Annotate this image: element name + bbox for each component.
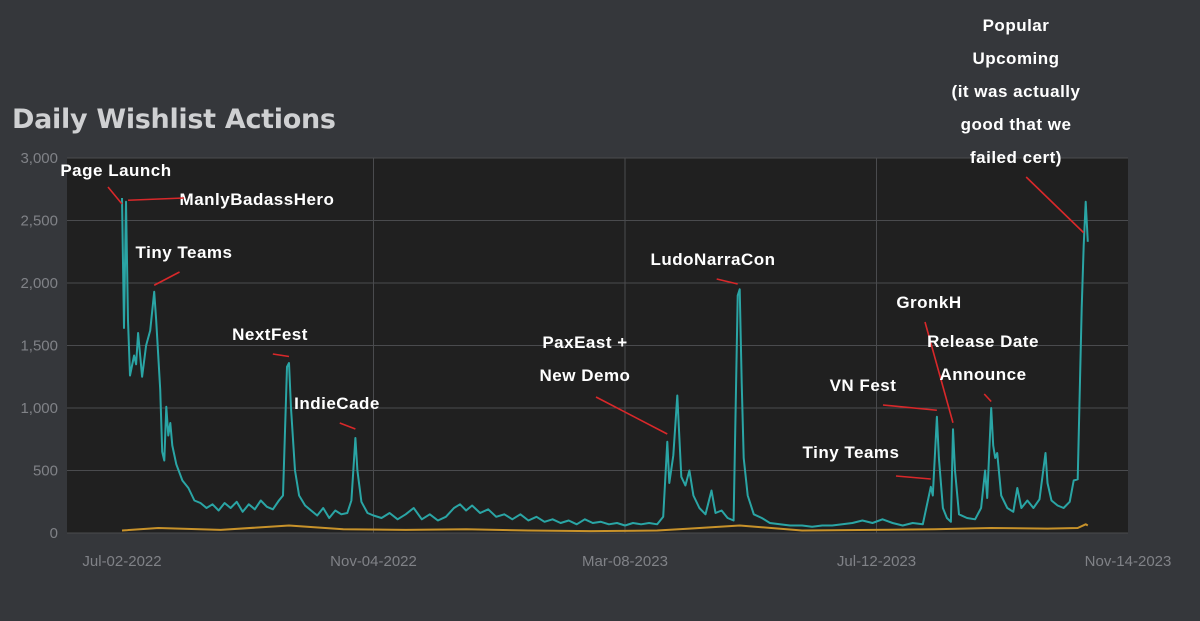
annotation-arrow: [107, 186, 123, 205]
annotation-label: GronkH: [896, 293, 961, 312]
annotation-label: IndieCade: [294, 394, 380, 413]
annotation-label: Popular: [983, 16, 1050, 35]
annotation-label: Tiny Teams: [136, 243, 233, 262]
annotation-label: Upcoming: [972, 49, 1059, 68]
annotation-label: good that we: [961, 115, 1072, 134]
y-tick-label: 2,500: [20, 213, 58, 230]
annotation-arrow: [272, 353, 290, 358]
annotation-label: PaxEast +: [542, 333, 627, 352]
annotation-arrow: [595, 396, 668, 435]
annotation-label: failed cert): [970, 148, 1062, 167]
annotation-label: NextFest: [232, 325, 308, 344]
annotation-arrow: [153, 271, 180, 286]
annotation-arrow: [983, 393, 992, 403]
x-tick-label: Nov-04-2022: [330, 553, 417, 570]
grid: [67, 157, 1128, 534]
annotation-label: VN Fest: [830, 376, 897, 395]
annotations: Page Launch ManlyBadassHero Tiny Teams Next…: [60, 16, 1085, 480]
annotation-label: Tiny Teams: [803, 443, 900, 462]
y-tick-label: 1,000: [20, 400, 58, 417]
annotation-arrow: [339, 422, 356, 430]
annotation-arrow: [716, 278, 738, 285]
series-layer: [121, 197, 1089, 533]
x-tick-label: Mar-08-2023: [582, 553, 668, 570]
annotation-label: Announce: [939, 365, 1026, 384]
annotation-label: ManlyBadassHero: [180, 190, 335, 209]
annotation-arrow: [924, 321, 954, 423]
x-axis: Jul-02-2022 Nov-04-2022 Mar-08-2023 Jul-12-…: [82, 553, 1171, 570]
y-tick-label: 2,000: [20, 275, 58, 292]
x-tick-label: Nov-14-2023: [1085, 553, 1172, 570]
annotation-arrow: [1025, 176, 1085, 234]
series-line-main: [121, 197, 1089, 528]
y-tick-label: 3,000: [20, 150, 58, 167]
y-tick-label: 1,500: [20, 338, 58, 355]
x-tick-label: Jul-12-2023: [837, 553, 916, 570]
annotation-arrow: [895, 475, 931, 480]
annotation-arrow: [882, 404, 937, 412]
chart-title: Daily Wishlist Actions: [12, 104, 336, 135]
x-tick-label: Jul-02-2022: [82, 553, 161, 570]
y-tick-label: 0: [50, 525, 58, 542]
series-line-secondary: [121, 523, 1089, 533]
annotation-label: New Demo: [540, 366, 631, 385]
y-axis: 0 500 1,000 1,500 2,000 2,500 3,000: [20, 150, 58, 542]
annotation-label: Page Launch: [60, 161, 171, 180]
y-tick-label: 500: [33, 463, 58, 480]
annotation-label: (it was actually: [952, 82, 1081, 101]
annotation-label: Release Date: [927, 332, 1039, 351]
annotation-label: LudoNarraCon: [651, 250, 776, 269]
annotation-arrow: [128, 197, 185, 202]
